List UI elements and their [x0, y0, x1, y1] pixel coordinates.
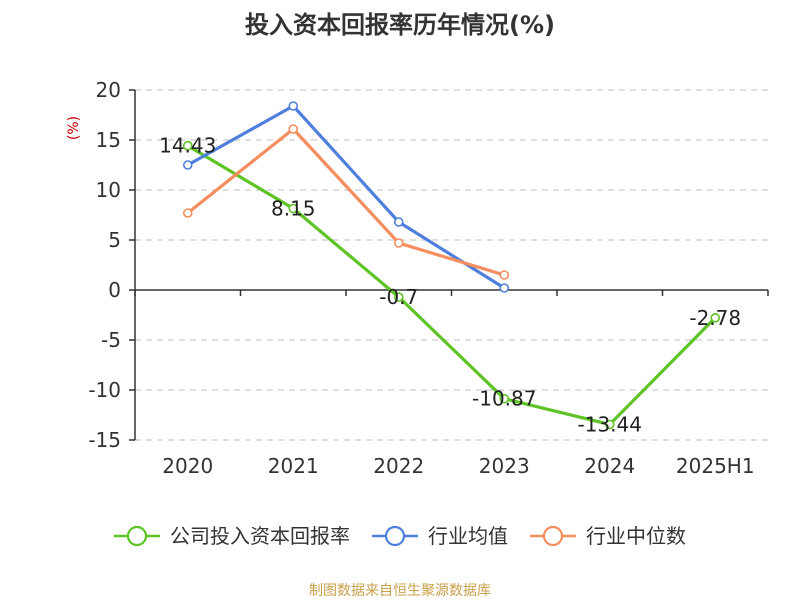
data-point: [288, 203, 299, 214]
data-label: -10.87: [472, 387, 536, 411]
y-tick-label: -5: [101, 328, 121, 352]
chart-title: 投入资本回报率历年情况(%): [245, 11, 555, 39]
data-point: [499, 283, 510, 293]
series-line: [186, 127, 506, 277]
data-point: [393, 292, 404, 302]
x-tick-label: 2025H1: [676, 454, 755, 478]
series-line: [186, 144, 717, 426]
data-point: [604, 419, 615, 430]
x-tick-label: 2024: [584, 454, 635, 478]
legend-marker: [126, 525, 148, 547]
series-line: [186, 104, 506, 290]
x-tick-label: 2022: [373, 454, 424, 478]
data-point: [288, 101, 299, 111]
y-tick-label: 20: [96, 78, 121, 102]
x-tick-label: 2021: [268, 454, 319, 478]
y-axis-unit-label: (%): [66, 116, 82, 140]
data-point: [710, 312, 721, 323]
y-tick-label: -10: [88, 378, 121, 402]
x-tick-label: 2020: [162, 454, 213, 478]
legend-item: 行业均值: [372, 524, 508, 548]
data-point: [499, 393, 510, 404]
data-point: [182, 160, 193, 170]
legend-label: 行业均值: [428, 524, 508, 548]
legend: 公司投入资本回报率 行业均值 行业中位数: [114, 524, 686, 548]
legend-marker: [542, 525, 564, 547]
y-tick-label: 15: [96, 128, 121, 152]
data-label: -2.78: [689, 306, 741, 330]
axes: 20 15 10 5 0 -5 -10 -15 2020 2021 2022 2023 2024 2025…: [88, 78, 769, 478]
legend-marker: [384, 525, 406, 547]
data-label: 8.15: [271, 197, 316, 221]
legend-item: 公司投入资本回报率: [114, 524, 350, 548]
legend-label: 公司投入资本回报率: [170, 524, 350, 548]
data-label: 14.43: [159, 134, 216, 158]
data-point: [499, 270, 510, 280]
data-label: -13.44: [578, 412, 642, 436]
data-point: [182, 208, 193, 218]
y-tick-label: -15: [88, 428, 121, 452]
legend-label: 行业中位数: [586, 524, 686, 548]
data-labels: 14.43 8.15 -0.7 -10.87 -13.44 -2.78: [159, 134, 741, 437]
x-tick-label: 2023: [479, 454, 530, 478]
data-point: [288, 124, 299, 134]
legend-item: 行业中位数: [530, 524, 686, 548]
data-point: [182, 140, 193, 151]
y-tick-label: 10: [96, 178, 121, 202]
series-lines: [182, 101, 721, 430]
y-tick-label: 0: [108, 278, 121, 302]
source-note: 制图数据来自恒生聚源数据库: [309, 583, 491, 599]
data-point: [393, 238, 404, 248]
y-tick-label: 5: [108, 228, 121, 252]
data-point: [393, 217, 404, 227]
data-label: -0.7: [379, 285, 418, 309]
